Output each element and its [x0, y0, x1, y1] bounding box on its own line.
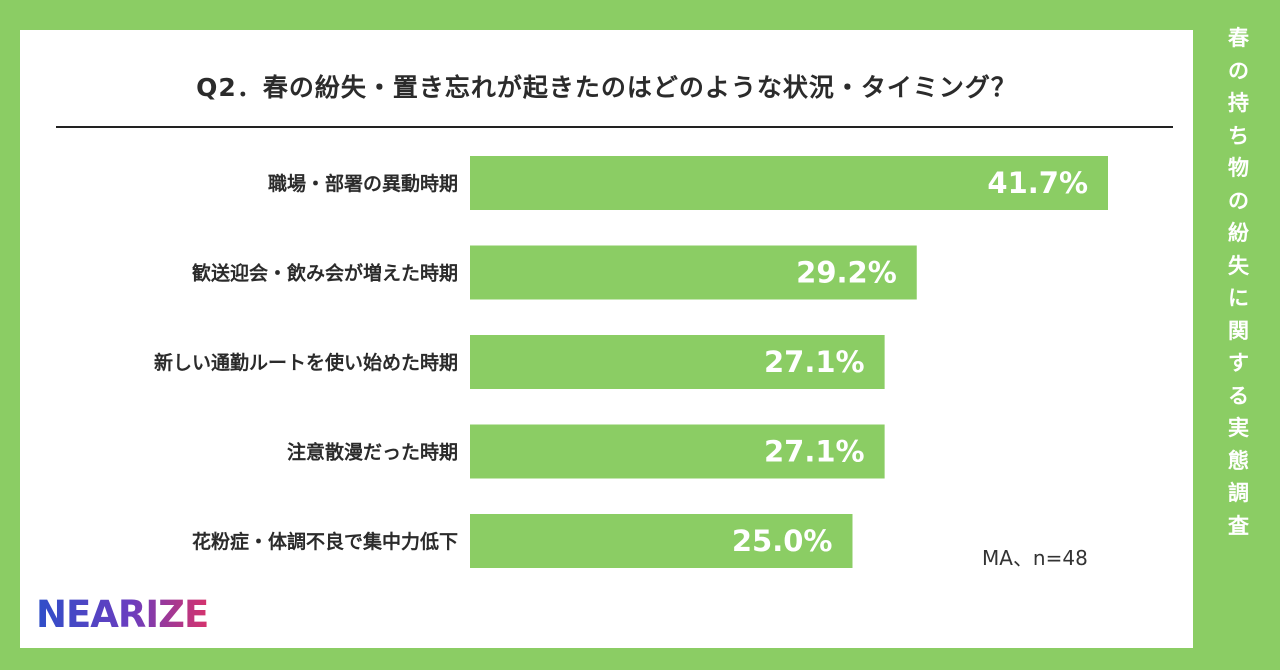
title-divider [56, 126, 1173, 128]
side-title-char: る [1228, 383, 1249, 408]
data-label: 29.2% [796, 256, 897, 290]
side-title-char: 物 [1228, 156, 1249, 180]
category-label: 職場・部署の異動時期 [268, 172, 458, 195]
side-title-char: 調 [1228, 481, 1249, 505]
bar [470, 514, 853, 568]
data-label: 27.1% [764, 435, 865, 469]
data-label: 25.0% [732, 524, 833, 558]
category-label: 歓送迎会・飲み会が増えた時期 [192, 262, 458, 285]
side-title-char: 態 [1228, 448, 1249, 473]
side-title-char: の [1228, 58, 1249, 83]
bar-chart: 職場・部署の異動時期 41.7% 歓送迎会・飲み会が増えた時期 29.2% 新しい通勤ル… [154, 156, 1108, 568]
side-title-char: に [1228, 286, 1249, 310]
chart-card: Q2．春の紛失・置き忘れが起きたのはどのような状況・タイミング？ 職場・部署の異… [20, 30, 1193, 648]
side-title-char: 関 [1228, 318, 1249, 343]
category-label: 花粉症・体調不良で集中力低下 [192, 530, 458, 553]
chart-title: Q2．春の紛失・置き忘れが起きたのはどのような状況・タイミング？ [196, 73, 1017, 102]
side-title-char: 実 [1228, 416, 1249, 440]
side-title-char: ち [1228, 123, 1249, 148]
sample-note: MA、n=48 [982, 546, 1088, 570]
side-title: 春の持ち物の紛失に関する実態調査 [1197, 22, 1280, 542]
nearize-logo: NEARIZE [36, 593, 209, 636]
side-title-char: 失 [1228, 253, 1249, 278]
side-title-char: す [1228, 351, 1249, 375]
category-label: 新しい通勤ルートを使い始めた時期 [154, 351, 458, 374]
side-title-char: 春 [1228, 26, 1249, 50]
side-title-char: 持 [1228, 91, 1249, 115]
category-label: 注意散漫だった時期 [287, 441, 458, 464]
side-title-char: の [1228, 188, 1249, 213]
bar [470, 245, 917, 300]
side-title-char: 紛 [1228, 221, 1249, 245]
data-label: 41.7% [987, 166, 1088, 200]
bar [470, 335, 885, 389]
data-label: 27.1% [764, 345, 865, 379]
bar [470, 424, 885, 479]
side-title-char: 査 [1228, 513, 1249, 538]
bar [470, 156, 1108, 210]
